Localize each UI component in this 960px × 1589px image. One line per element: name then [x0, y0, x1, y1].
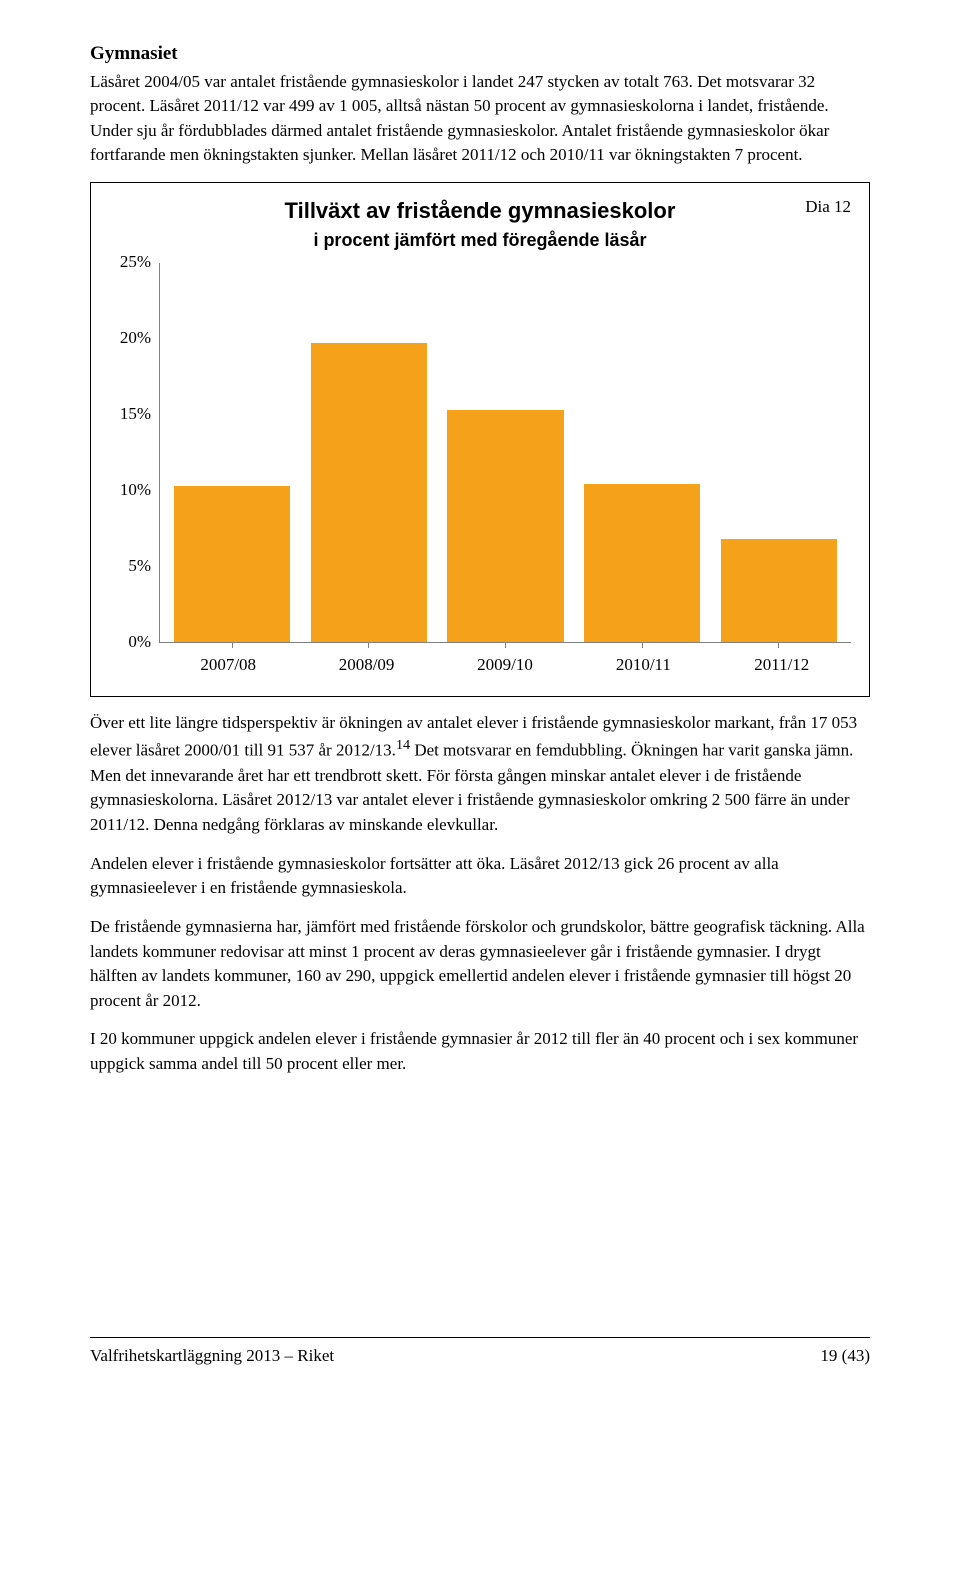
chart-x-label: 2010/11 — [585, 653, 703, 678]
chart-title-block: Tillväxt av fristående gymnasieskolor i … — [285, 195, 676, 253]
chart-bar — [174, 486, 290, 642]
paragraph-intro: Läsåret 2004/05 var antalet fristående g… — [90, 70, 870, 169]
chart-y-axis: 25% 20% 15% 10% 5% 0% — [109, 263, 159, 643]
x-tickmark — [447, 642, 563, 648]
chart-bar — [721, 539, 837, 642]
chart-bar — [584, 484, 700, 642]
chart-x-tickmarks — [160, 642, 851, 648]
page-footer: Valfrihetskartläggning 2013 – Riket 19 (… — [90, 1344, 870, 1369]
chart-x-label: 2009/10 — [446, 653, 564, 678]
chart-subtitle: i procent jämfört med föregående läsår — [285, 227, 676, 253]
chart-title: Tillväxt av fristående gymnasieskolor — [285, 195, 676, 227]
footer-right: 19 (43) — [820, 1344, 870, 1369]
footer-divider — [90, 1337, 870, 1338]
chart-header: Tillväxt av fristående gymnasieskolor i … — [109, 195, 851, 253]
chart-x-label: 2011/12 — [723, 653, 841, 678]
paragraph-after-chart-2: Andelen elever i fristående gymnasieskol… — [90, 852, 870, 901]
chart-x-label: 2008/09 — [308, 653, 426, 678]
chart-x-labels: 2007/08 2008/09 2009/10 2010/11 2011/12 — [109, 653, 851, 678]
chart-bars — [160, 263, 851, 642]
chart-bar — [311, 343, 427, 642]
chart-area: 25% 20% 15% 10% 5% 0% — [109, 263, 851, 643]
chart-container: Tillväxt av fristående gymnasieskolor i … — [90, 182, 870, 697]
section-heading: Gymnasiet — [90, 40, 870, 68]
paragraph-after-chart-1: Över ett lite längre tidsperspektiv är ö… — [90, 711, 870, 838]
x-tickmark — [584, 642, 700, 648]
footer-left: Valfrihetskartläggning 2013 – Riket — [90, 1344, 334, 1369]
chart-x-label: 2007/08 — [169, 653, 287, 678]
footnote-ref: 14 — [396, 737, 410, 753]
paragraph-after-chart-3: De fristående gymnasierna har, jämfört m… — [90, 915, 870, 1014]
chart-bar — [447, 410, 563, 642]
x-tickmark — [311, 642, 427, 648]
chart-plot — [159, 263, 851, 643]
x-tickmark — [721, 642, 837, 648]
x-tickmark — [174, 642, 290, 648]
chart-dia-label: Dia 12 — [805, 195, 851, 220]
paragraph-after-chart-4: I 20 kommuner uppgick andelen elever i f… — [90, 1027, 870, 1076]
